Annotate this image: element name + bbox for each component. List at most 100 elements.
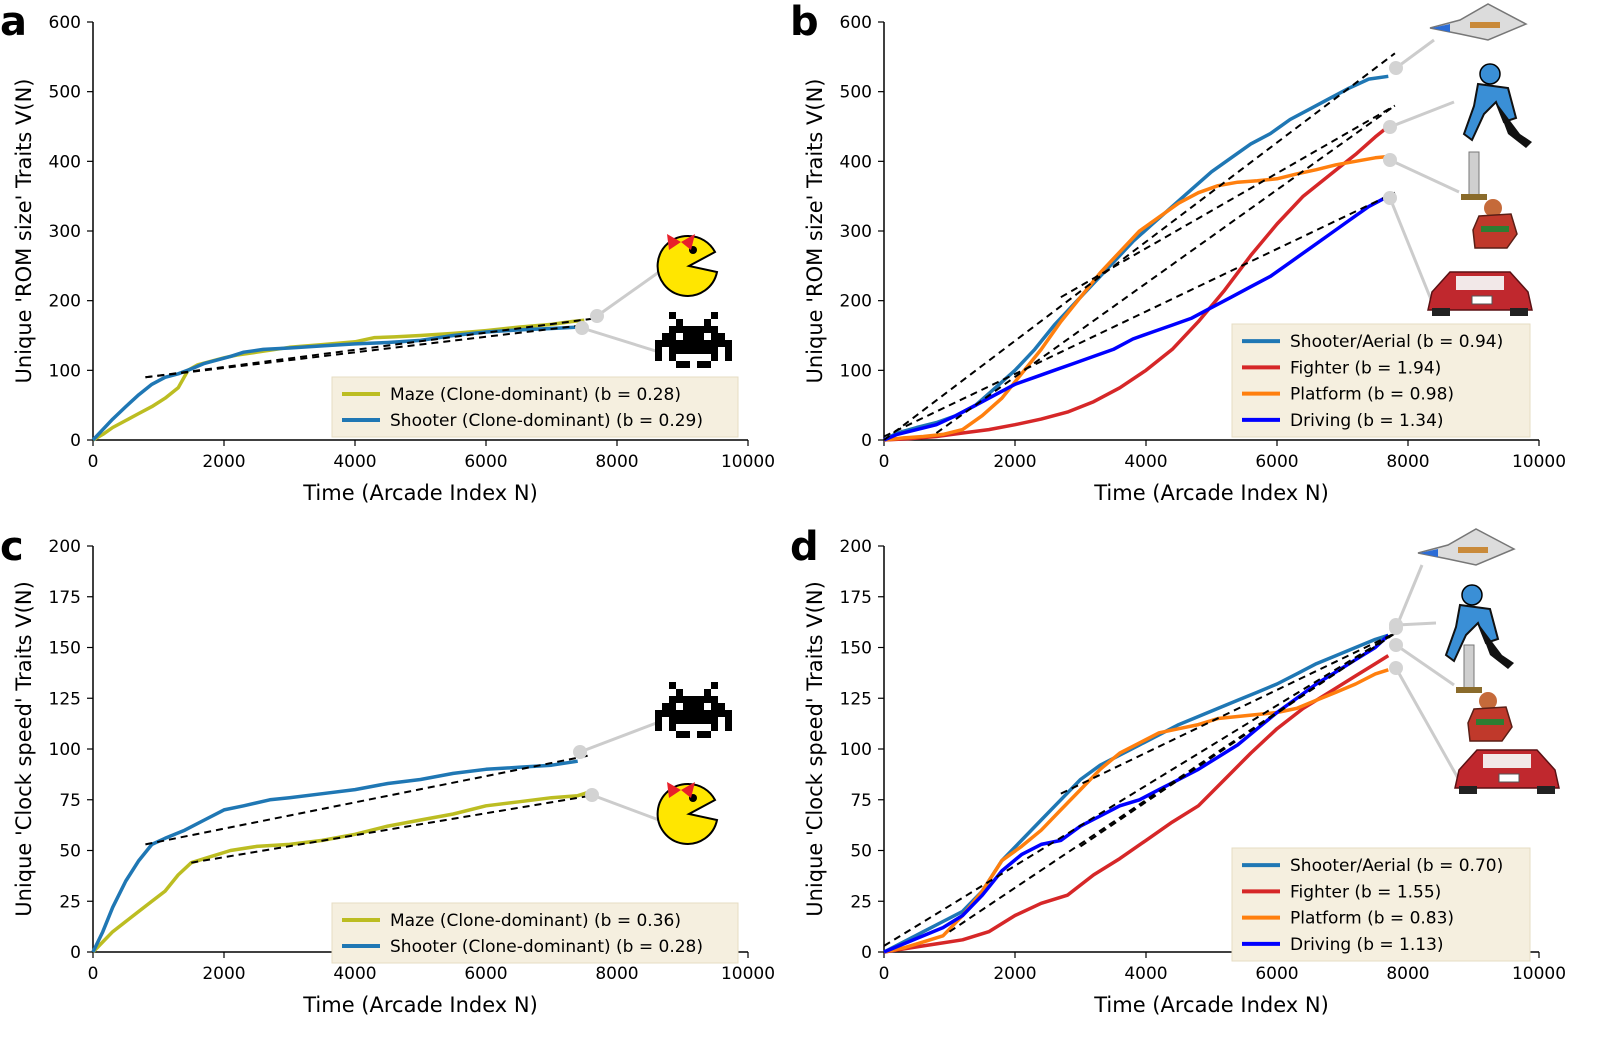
y-tick-label: 150 — [49, 639, 81, 659]
fit-line — [1060, 632, 1396, 795]
legend-entry: Driving (b = 1.34) — [1290, 411, 1444, 431]
y-tick-label: 200 — [840, 537, 872, 557]
x-tick-label: 2000 — [993, 452, 1036, 472]
y-axis-label: Unique 'ROM size' Traits V(N) — [803, 79, 827, 384]
y-tick-label: 500 — [49, 83, 81, 103]
x-tick-label: 0 — [879, 452, 890, 472]
series-line — [883, 194, 1390, 442]
panel-a-chart: a 0 2000 4000 6000 8000 10000 0 100 200 300 400 500 6… — [0, 0, 775, 505]
y-axis-label: Unique 'ROM size' Traits V(N) — [12, 79, 36, 384]
ninja-fighter-icon — [1444, 584, 1514, 669]
y-axis-label: Unique 'Clock speed' Traits V(N) — [12, 581, 36, 917]
x-tick-label: 4000 — [333, 964, 376, 984]
y-tick-label: 25 — [59, 892, 81, 912]
x-tick-label: 6000 — [464, 964, 507, 984]
legend-entry: Shooter/Aerial (b = 0.70) — [1290, 856, 1503, 876]
panel-letter: a — [0, 0, 27, 45]
y-tick-label: 300 — [49, 222, 81, 242]
y-tick-label: 200 — [49, 292, 81, 312]
y-tick-label: 200 — [49, 537, 81, 557]
legend-entry: Maze (Clone-dominant) (b = 0.36) — [390, 911, 681, 931]
y-tick-label: 150 — [840, 639, 872, 659]
legend-entry: Shooter (Clone-dominant) (b = 0.29) — [390, 411, 703, 431]
x-tick-label: 0 — [88, 452, 99, 472]
y-tick-label: 400 — [840, 152, 872, 172]
ms-pacman-icon — [656, 782, 719, 845]
x-tick-label: 0 — [88, 964, 99, 984]
x-tick-label: 10000 — [1512, 452, 1566, 472]
leader-line — [1394, 564, 1424, 629]
space-invader-icon — [655, 682, 732, 738]
ninja-fighter-icon — [1462, 63, 1532, 148]
fit-line — [935, 104, 1396, 434]
x-tick-label: 10000 — [721, 964, 775, 984]
leader-line — [1395, 643, 1455, 687]
panel-letter: b — [790, 0, 819, 45]
y-tick-label: 75 — [850, 791, 872, 811]
y-tick-label: 0 — [70, 943, 81, 963]
spaceship-icon — [1417, 528, 1516, 566]
series-line — [91, 759, 578, 953]
panel-c-chart: c 0 2000 4000 6000 8000 10000 0 25 50 75 100 125 150 1… — [0, 524, 775, 1017]
y-tick-label: 0 — [861, 943, 872, 963]
legend-entry: Shooter (Clone-dominant) (b = 0.28) — [390, 937, 703, 957]
panel-letter: c — [0, 524, 24, 570]
x-tick-label: 8000 — [1386, 452, 1429, 472]
x-tick-label: 6000 — [1255, 964, 1298, 984]
x-axis-label: Time (Arcade Index N) — [1093, 993, 1329, 1017]
legend-box — [331, 376, 739, 438]
x-tick-label: 10000 — [721, 452, 775, 472]
x-tick-label: 6000 — [1255, 452, 1298, 472]
legend-box — [1231, 323, 1531, 438]
leader-dot — [585, 788, 599, 802]
fit-line — [145, 754, 591, 846]
x-axis-label: Time (Arcade Index N) — [302, 481, 538, 505]
y-tick-label: 175 — [840, 588, 872, 608]
x-axis-label: Time (Arcade Index N) — [302, 993, 538, 1017]
leader-dot — [1389, 638, 1403, 652]
y-tick-label: 400 — [49, 152, 81, 172]
y-tick-label: 100 — [49, 740, 81, 760]
legend-entry: Platform (b = 0.98) — [1290, 385, 1454, 405]
fit-line — [883, 52, 1396, 441]
leader-line — [591, 793, 660, 822]
leader-line — [579, 720, 660, 754]
x-tick-label: 2000 — [202, 452, 245, 472]
x-tick-label: 6000 — [464, 452, 507, 472]
legend-entry: Driving (b = 1.13) — [1290, 935, 1444, 955]
leader-line — [1389, 100, 1455, 129]
x-tick-label: 2000 — [993, 964, 1036, 984]
panel-b-chart: b 0 2000 4000 6000 8000 10000 0 100 200 300 400 500 6… — [790, 0, 1566, 505]
y-tick-label: 100 — [49, 361, 81, 381]
leader-line — [1395, 38, 1435, 70]
legend-box — [1231, 847, 1531, 962]
y-tick-label: 100 — [840, 361, 872, 381]
series-line — [883, 154, 1389, 442]
fit-line — [145, 317, 598, 379]
leader-dot — [1383, 153, 1397, 167]
y-tick-label: 125 — [840, 689, 872, 709]
series-line — [883, 634, 1390, 954]
panel-d-chart: d 0 2000 4000 6000 8000 10000 0 25 50 75 100 125 150 1… — [790, 524, 1566, 1017]
y-tick-label: 0 — [861, 431, 872, 451]
y-tick-label: 500 — [840, 83, 872, 103]
ms-pacman-icon — [656, 234, 719, 297]
y-tick-label: 50 — [850, 842, 872, 862]
barbarian-sword-icon — [1456, 644, 1513, 742]
x-tick-label: 4000 — [1124, 964, 1167, 984]
y-tick-label: 300 — [840, 222, 872, 242]
legend-entry: Maze (Clone-dominant) (b = 0.28) — [390, 385, 681, 405]
leader-dot — [1389, 661, 1403, 675]
leader-dot — [1389, 618, 1403, 632]
legend-entry: Platform (b = 0.83) — [1290, 909, 1454, 929]
y-tick-label: 175 — [49, 588, 81, 608]
leader-line — [1388, 197, 1434, 303]
x-tick-label: 4000 — [1124, 452, 1167, 472]
leader-line — [1389, 158, 1460, 194]
y-tick-label: 125 — [49, 689, 81, 709]
y-tick-label: 600 — [49, 13, 81, 33]
legend-entry: Fighter (b = 1.55) — [1290, 882, 1441, 902]
spaceship-icon — [1429, 3, 1528, 41]
x-tick-label: 8000 — [595, 452, 638, 472]
